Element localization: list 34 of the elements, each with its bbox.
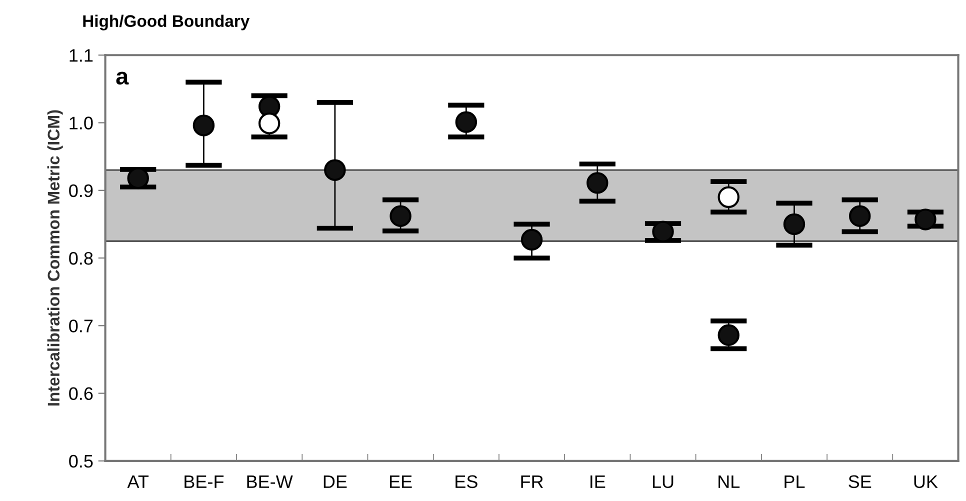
- x-tick-label: EE: [390, 475, 412, 488]
- point: [324, 159, 346, 181]
- y-tick-label: 0.8: [69, 252, 93, 265]
- point: [914, 208, 936, 230]
- x-tick-label: DE: [324, 475, 347, 488]
- point: [455, 111, 478, 133]
- y-tick-label: 1.0: [70, 116, 93, 130]
- point: [718, 186, 740, 208]
- x-tick-label: PL: [784, 475, 805, 488]
- y-tick-label: 0.7: [69, 320, 93, 332]
- y-axis-title: Intercalibration Common Metric (ICM): [47, 110, 63, 406]
- y-tick-label: 0.9: [69, 184, 93, 198]
- point: [192, 114, 215, 136]
- point: [848, 205, 871, 227]
- point: [586, 172, 608, 194]
- x-tick-label: SE: [848, 475, 872, 488]
- x-tick-label: NL: [718, 475, 740, 488]
- x-tick-label: IE: [590, 475, 606, 488]
- annotation: a: [116, 72, 129, 85]
- point: [390, 205, 412, 227]
- point: [783, 213, 806, 236]
- chart-title: High/Good Boundary: [83, 14, 250, 30]
- x-tick-label: UK: [914, 475, 938, 488]
- x-tick-label: BE-F: [184, 475, 224, 488]
- point: [520, 228, 543, 251]
- y-tick-label: 0.5: [69, 454, 93, 468]
- x-tick-label: LU: [652, 475, 674, 488]
- y-tick-label: 0.6: [69, 387, 93, 400]
- point: [718, 324, 740, 346]
- y-tick-label: 1.1: [70, 49, 93, 62]
- x-tick-label: FR: [521, 475, 543, 488]
- x-tick-label: AT: [127, 475, 149, 488]
- x-tick-label: BE-W: [247, 475, 293, 488]
- x-tick-label: ES: [456, 475, 478, 488]
